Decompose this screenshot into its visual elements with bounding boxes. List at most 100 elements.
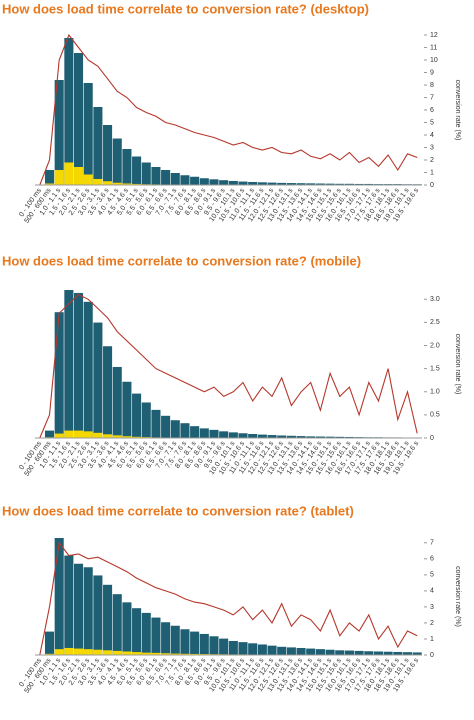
bar	[199, 178, 209, 185]
bar	[306, 648, 316, 655]
y2-tick-label: 12	[430, 32, 438, 39]
bar	[64, 430, 74, 438]
y2-tick-label: 11	[430, 44, 437, 51]
bar	[354, 650, 364, 655]
bar	[180, 423, 190, 438]
bar	[228, 640, 238, 655]
bar	[44, 170, 55, 185]
bar	[83, 83, 93, 185]
bar	[74, 648, 84, 655]
bar	[151, 409, 161, 438]
y2-tick-label: 7	[430, 540, 434, 547]
y2-tick-label: 1.5	[430, 365, 440, 372]
bar	[161, 653, 171, 655]
y2-tick-label: 5	[430, 119, 434, 126]
bar	[180, 653, 190, 655]
bar	[209, 636, 219, 655]
y2-tick-label: 3.0	[430, 296, 440, 303]
bar	[190, 176, 200, 185]
bar	[54, 80, 64, 185]
bar	[286, 647, 296, 655]
bar	[112, 650, 122, 655]
bar	[64, 290, 74, 438]
chart: How does load time correlate to conversi…	[2, 503, 461, 694]
bar	[151, 617, 161, 655]
bar	[199, 428, 209, 438]
bar	[296, 647, 306, 655]
bar	[122, 381, 132, 438]
bar	[267, 435, 277, 438]
bar	[83, 567, 93, 655]
bar	[286, 183, 296, 185]
bar	[364, 651, 374, 655]
bar	[112, 594, 122, 655]
bar	[93, 649, 103, 655]
chart-title: How does load time correlate to conversi…	[2, 253, 361, 268]
bar	[132, 393, 142, 438]
bar	[141, 652, 151, 655]
bar	[132, 436, 142, 438]
y2-tick-label: 8	[430, 82, 434, 89]
bar	[112, 182, 122, 185]
bar	[141, 402, 151, 438]
y2-tick-label: 0	[430, 652, 434, 659]
chart: How does load time correlate to conversi…	[2, 1, 461, 224]
y2-tick-label: 2	[430, 620, 434, 627]
conversion-line	[39, 293, 418, 439]
bar	[248, 182, 258, 185]
bar	[277, 435, 287, 438]
bar	[64, 647, 74, 655]
bar	[103, 650, 113, 655]
y2-tick-label: 3	[430, 144, 434, 151]
bar	[44, 430, 55, 438]
y2-tick-label: 4	[430, 588, 434, 595]
bar	[54, 538, 64, 655]
bar	[277, 182, 287, 185]
bar	[238, 433, 248, 438]
bar	[325, 436, 335, 438]
bar	[64, 38, 74, 185]
y2-tick-label: 1	[430, 169, 434, 176]
bar	[248, 434, 258, 438]
bar	[54, 170, 64, 185]
bar	[44, 631, 55, 655]
bar	[286, 435, 296, 438]
bar	[383, 651, 393, 655]
bar	[325, 649, 335, 655]
bar	[151, 167, 161, 185]
conversion-line	[39, 541, 418, 656]
bar	[132, 608, 142, 655]
y2-axis-title: conversion rate (%)	[454, 334, 461, 395]
bar	[170, 653, 180, 655]
bar	[93, 432, 103, 438]
y2-tick-label: 10	[430, 57, 438, 64]
bar	[54, 649, 64, 655]
bar	[122, 602, 132, 655]
bar	[277, 646, 287, 655]
chart-title: How does load time correlate to conversi…	[2, 503, 354, 518]
bar	[54, 312, 64, 438]
bar	[83, 649, 93, 655]
y2-tick-label: 4	[430, 132, 434, 139]
bar	[315, 183, 325, 185]
y2-tick-label: 1.0	[430, 389, 440, 396]
bar	[364, 183, 374, 185]
bar	[141, 612, 151, 655]
bar	[344, 650, 354, 655]
bar	[325, 183, 335, 185]
bar	[170, 173, 180, 185]
bar	[93, 575, 103, 655]
bar	[74, 292, 84, 438]
bar	[209, 179, 219, 185]
bar	[219, 638, 229, 655]
bar	[74, 167, 84, 185]
bar	[122, 149, 132, 185]
bar	[228, 432, 238, 438]
bar	[112, 366, 122, 438]
bar	[161, 170, 171, 185]
bar	[306, 183, 316, 185]
y2-tick-label: 0.5	[430, 412, 440, 419]
bar	[335, 183, 345, 185]
bar	[112, 138, 122, 185]
